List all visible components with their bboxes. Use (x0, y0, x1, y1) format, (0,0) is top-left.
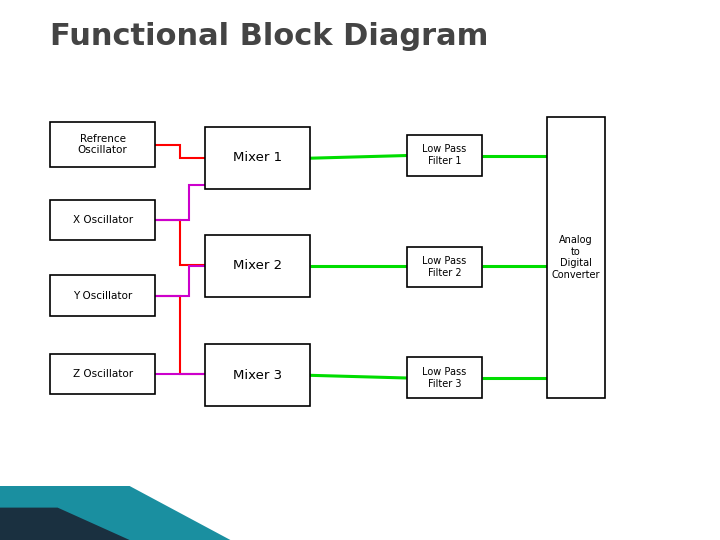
Text: X Oscillator: X Oscillator (73, 215, 132, 225)
Text: Analog
to
Digital
Converter: Analog to Digital Converter (552, 235, 600, 280)
Text: Functional Block Diagram: Functional Block Diagram (50, 22, 489, 51)
Text: Low Pass
Filter 3: Low Pass Filter 3 (423, 367, 467, 389)
FancyBboxPatch shape (50, 275, 155, 316)
FancyBboxPatch shape (547, 117, 605, 398)
FancyBboxPatch shape (407, 135, 482, 176)
FancyBboxPatch shape (50, 200, 155, 240)
Text: Y Oscillator: Y Oscillator (73, 291, 132, 301)
Polygon shape (0, 486, 230, 540)
FancyBboxPatch shape (205, 235, 310, 297)
Text: Mixer 3: Mixer 3 (233, 368, 282, 382)
FancyBboxPatch shape (50, 122, 155, 167)
Text: Refrence
Oscillator: Refrence Oscillator (78, 134, 127, 156)
Text: Z Oscillator: Z Oscillator (73, 369, 132, 379)
Text: Low Pass
Filter 1: Low Pass Filter 1 (423, 144, 467, 166)
Text: Mixer 1: Mixer 1 (233, 151, 282, 165)
Text: Mixer 2: Mixer 2 (233, 259, 282, 273)
Polygon shape (0, 508, 130, 540)
FancyBboxPatch shape (407, 247, 482, 287)
FancyBboxPatch shape (407, 357, 482, 398)
FancyBboxPatch shape (205, 127, 310, 189)
FancyBboxPatch shape (50, 354, 155, 394)
FancyBboxPatch shape (205, 344, 310, 406)
Text: Low Pass
Filter 2: Low Pass Filter 2 (423, 256, 467, 278)
